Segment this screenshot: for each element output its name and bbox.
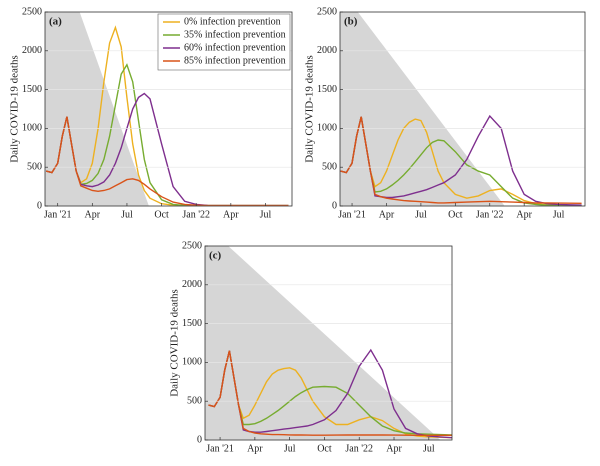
y-axis-label: Daily COVID-19 deaths (169, 289, 181, 397)
axes-frame (44, 11, 293, 207)
x-tick-label: Oct (154, 209, 169, 220)
x-tick-label: Apr (85, 209, 101, 220)
y-tick-label: 500 (187, 395, 202, 406)
plot-area (340, 12, 582, 206)
y-tick-label: 1000 (22, 123, 42, 134)
x-tick-label: Apr (386, 443, 402, 454)
y-tick-label: 2000 (182, 279, 202, 290)
y-tick-label: 0 (332, 200, 337, 211)
y-tick-label: 0 (37, 200, 42, 211)
legend-label: 85% infection prevention (184, 55, 286, 66)
legend-label: 60% infection prevention (184, 42, 286, 53)
x-tick-label: Jul (284, 443, 296, 454)
x-tick-label: Apr (223, 209, 239, 220)
x-tick-label: Oct (317, 443, 332, 454)
shaded-region (340, 12, 505, 206)
panel-label: (b) (344, 16, 358, 28)
y-axis-label: Daily COVID-19 deaths (304, 55, 316, 163)
panel: 0 500 1000 1500 2000 2500 Jan '21 Apr Jul Oct Jan … (169, 240, 453, 454)
x-tick-label: Jan '21 (206, 443, 234, 454)
x-tick-label: Jul (423, 443, 435, 454)
x-tick-label: Oct (448, 209, 463, 220)
series-line (340, 116, 582, 204)
x-tick-label: Jul (260, 209, 272, 220)
panel-label: (c) (209, 250, 222, 262)
panel-label: (a) (49, 16, 62, 28)
legend-label: 0% infection prevention (184, 16, 281, 27)
axes-frame (339, 11, 586, 207)
shaded-region (205, 246, 441, 440)
y-tick-label: 0 (197, 434, 202, 445)
panel: 0 500 1000 1500 2000 2500 Jan '21 Apr Jul Oct Jan … (9, 6, 293, 220)
y-tick-label: 1000 (317, 123, 337, 134)
y-tick-label: 2500 (22, 6, 42, 17)
x-tick-label: Apr (379, 209, 395, 220)
y-tick-label: 2000 (317, 45, 337, 56)
panel: 0 500 1000 1500 2000 2500 Jan '21 Apr Jul Oct Jan … (304, 6, 586, 220)
x-tick-label: Apr (247, 443, 263, 454)
y-tick-label: 2500 (317, 6, 337, 17)
plot-area (205, 246, 452, 440)
y-tick-label: 1500 (22, 84, 42, 95)
y-tick-label: 1000 (182, 357, 202, 368)
y-tick-label: 1500 (317, 84, 337, 95)
x-tick-label: Jan '21 (44, 209, 72, 220)
y-axis-label: Daily COVID-19 deaths (9, 55, 21, 163)
y-tick-label: 2000 (22, 45, 42, 56)
y-tick-label: 500 (322, 161, 337, 172)
axes-frame (204, 245, 453, 441)
x-tick-label: Jan '22 (345, 443, 373, 454)
y-tick-label: 2500 (182, 240, 202, 251)
series-line (208, 350, 452, 436)
y-tick-label: 500 (27, 161, 42, 172)
x-tick-label: Apr (516, 209, 532, 220)
y-tick-label: 1500 (182, 318, 202, 329)
legend-label: 35% infection prevention (184, 29, 286, 40)
x-tick-label: Jul (415, 209, 427, 220)
x-tick-label: Jan '21 (338, 209, 366, 220)
x-tick-label: Jan '22 (182, 209, 210, 220)
shaded-region (45, 12, 149, 206)
x-tick-label: Jul (553, 209, 565, 220)
x-tick-label: Jul (121, 209, 133, 220)
x-tick-label: Jan '22 (476, 209, 504, 220)
